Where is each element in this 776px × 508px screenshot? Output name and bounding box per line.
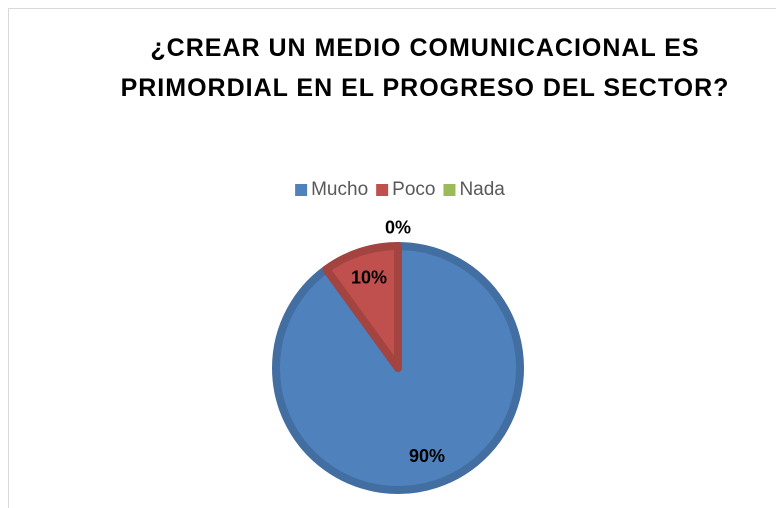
chart-title: ¿CREAR UN MEDIO COMUNICACIONAL ES PRIMOR… [120,34,730,102]
legend-label: Mucho [311,179,368,200]
data-label: 10% [351,267,387,287]
legend-label: Nada [459,179,505,200]
data-label: 90% [409,446,445,466]
legend-swatch [295,184,308,196]
legend-label: Poco [392,179,435,200]
legend-swatch [443,184,456,196]
legend-swatch [376,184,389,196]
chart-frame [8,8,776,508]
pie-slice [322,242,402,372]
data-label: 0% [385,218,411,238]
